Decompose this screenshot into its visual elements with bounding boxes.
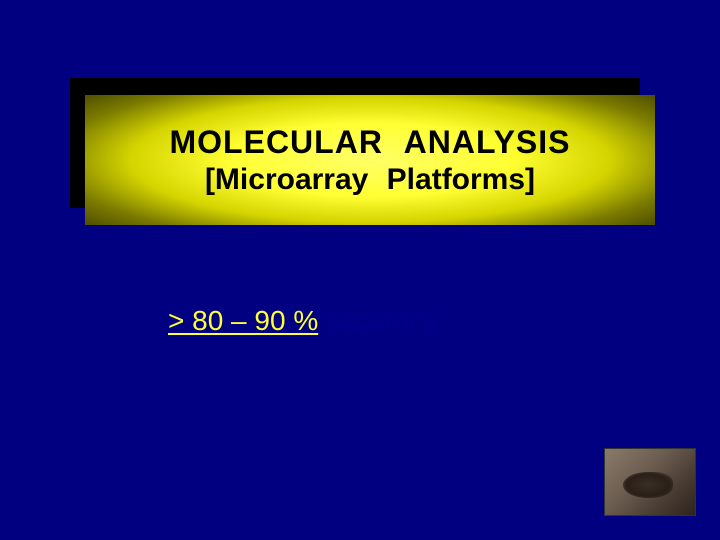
accuracy-percent: > 80 – 90 % (168, 305, 318, 336)
accuracy-text: > 80 – 90 % accuracy (168, 305, 438, 337)
accuracy-label: accuracy (318, 305, 438, 336)
title-line-2: [Microarray Platforms] (205, 163, 535, 197)
title-line-1: MOLECULAR ANALYSIS (170, 124, 571, 161)
corner-thumbnail-image (604, 448, 696, 516)
title-banner: MOLECULAR ANALYSIS [Microarray Platforms… (85, 95, 655, 225)
